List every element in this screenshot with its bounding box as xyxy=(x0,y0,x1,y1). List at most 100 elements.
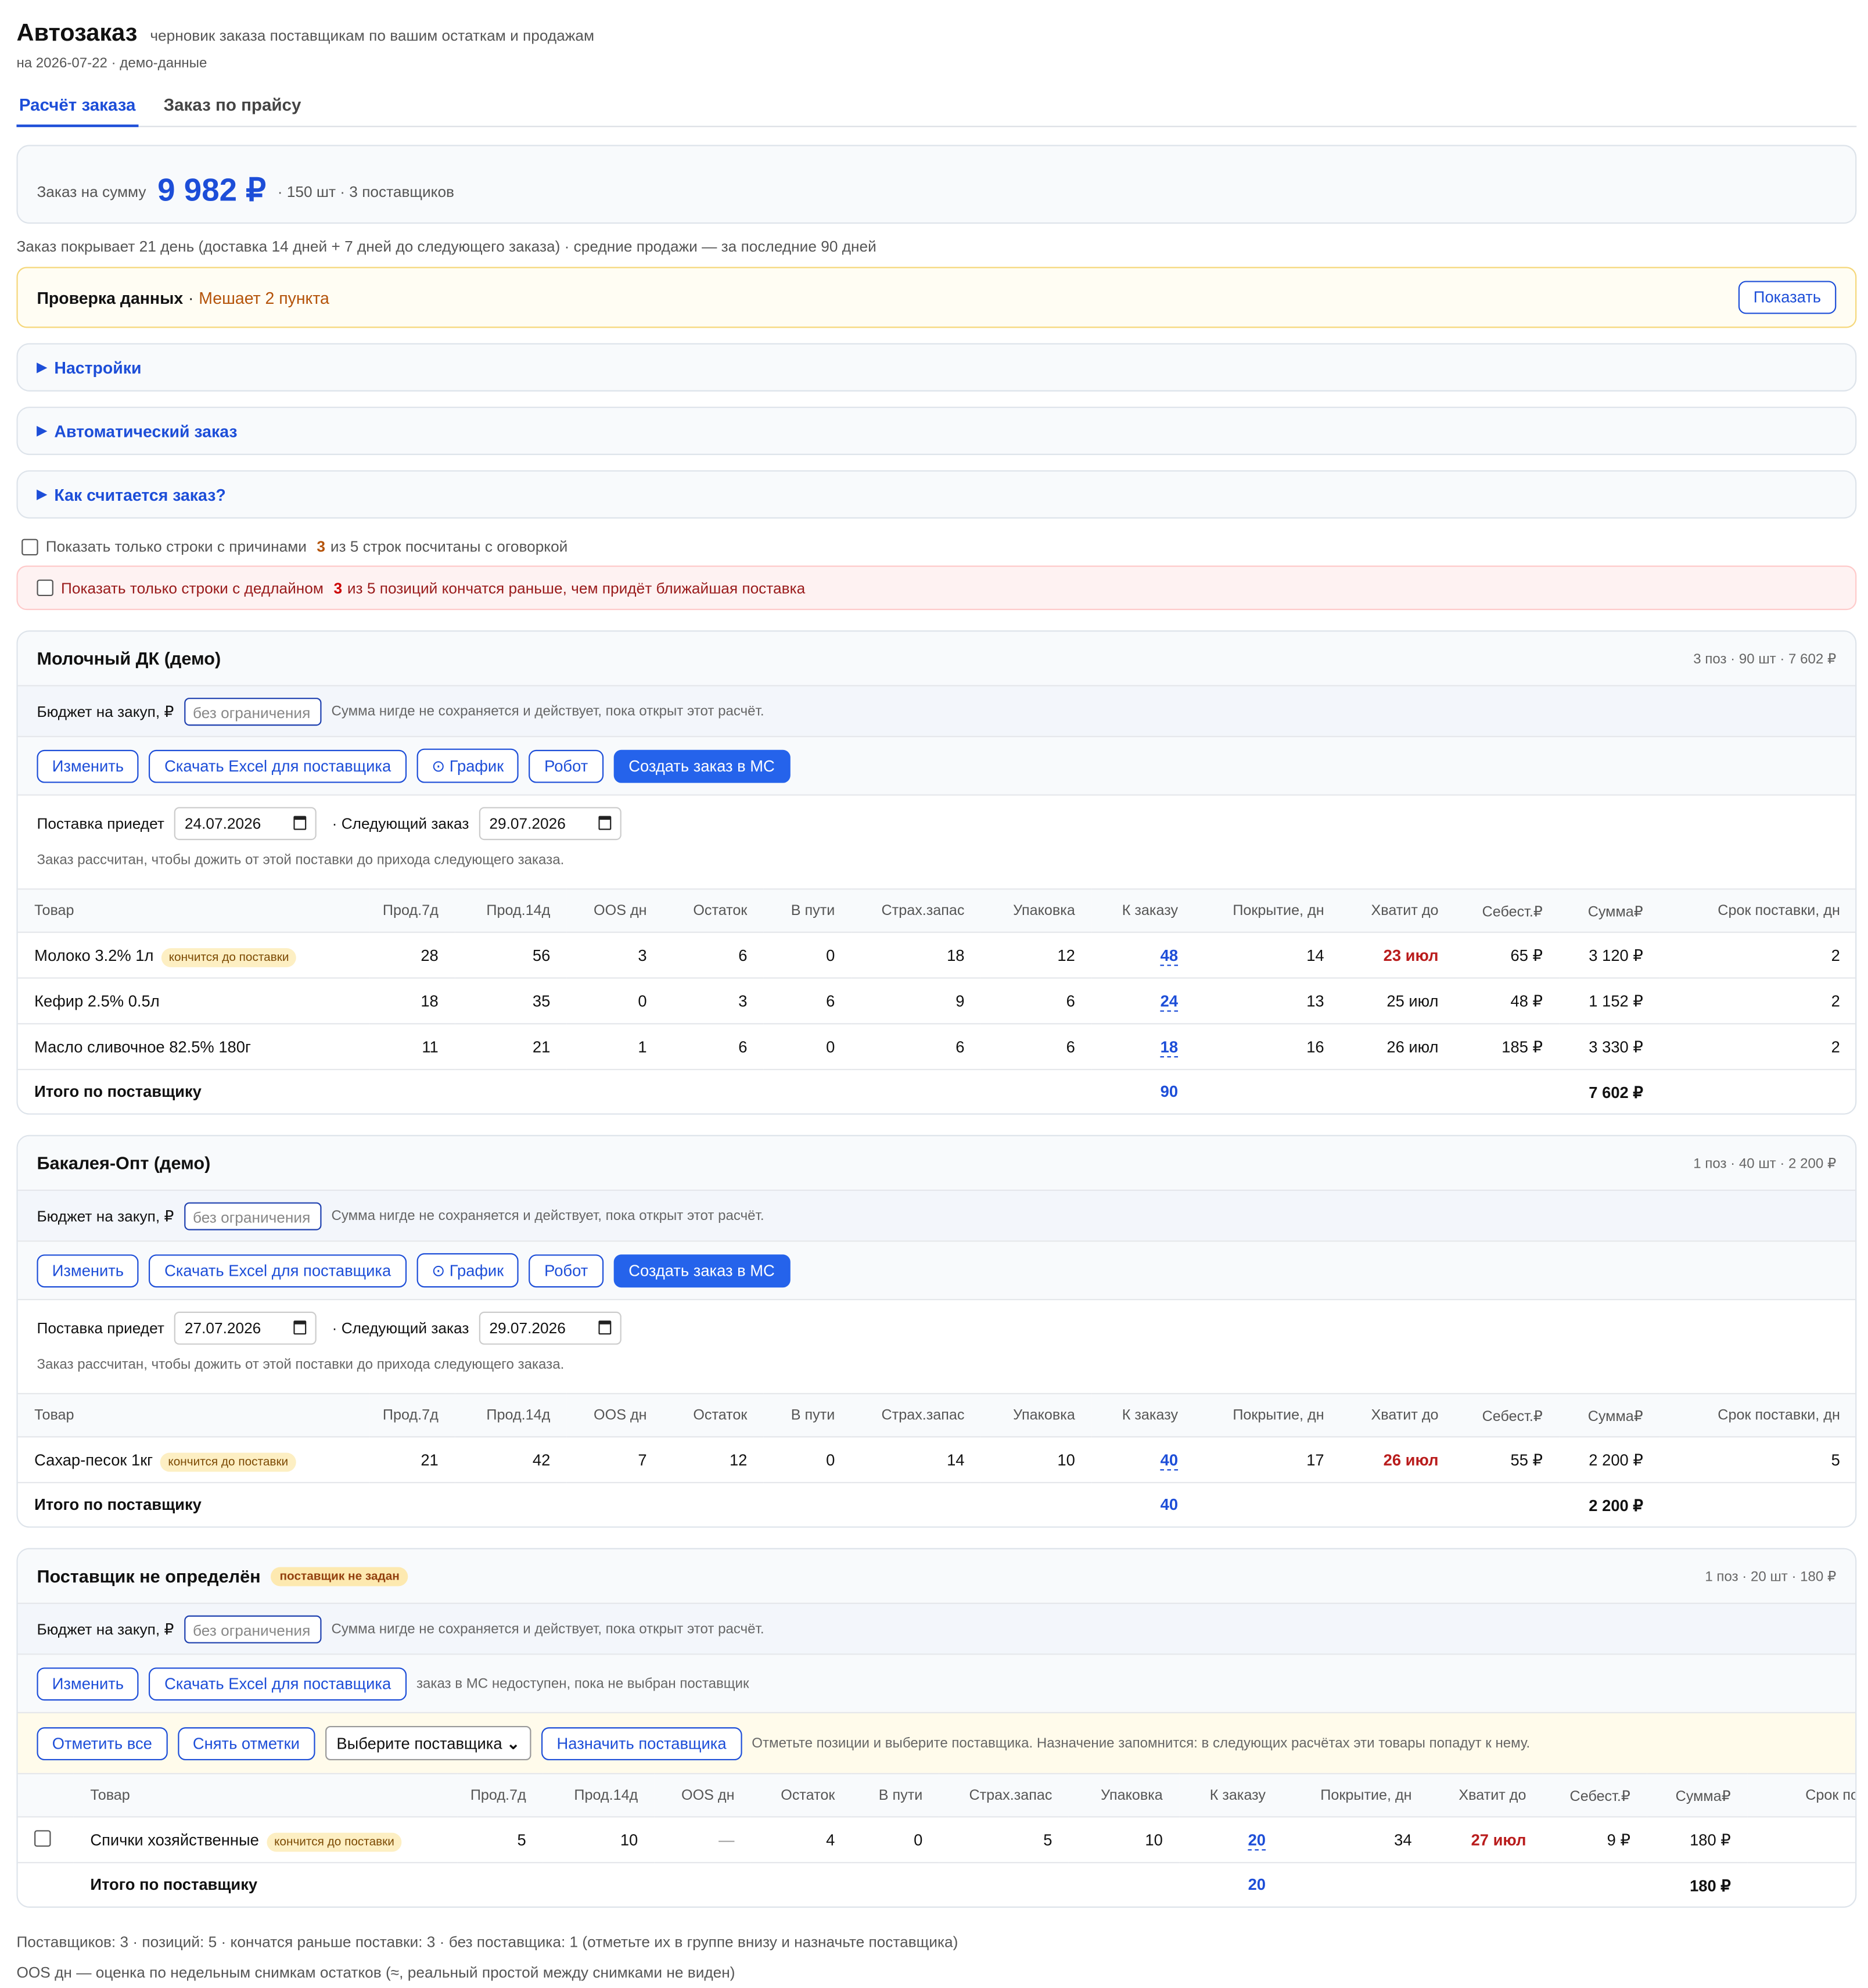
cell: 6 xyxy=(980,977,1092,1024)
collapsible[interactable]: ▶ Как считается заказ? xyxy=(16,470,1857,519)
action-button[interactable]: Скачать Excel для поставщика xyxy=(149,1667,407,1700)
header-cell: Остаток xyxy=(663,1393,764,1437)
mark-all-button[interactable]: Отметить все xyxy=(37,1727,168,1760)
total-row: Итого по поставщику 90 7 602 ₽ xyxy=(17,1068,1856,1114)
cell xyxy=(1194,1068,1341,1114)
cell xyxy=(566,1481,664,1527)
action-button[interactable]: Создать заказ в МС xyxy=(613,1254,791,1287)
tab[interactable]: Заказ по прайсу xyxy=(163,95,301,114)
assign-note: Отметьте позиции и выберите поставщика. … xyxy=(752,1735,1531,1751)
action-button[interactable]: Скачать Excel для поставщика xyxy=(149,749,407,783)
cell: 0 xyxy=(763,1023,852,1070)
group-tag: поставщик не задан xyxy=(271,1566,409,1586)
triangle: ▶ xyxy=(37,424,47,438)
tab[interactable]: Расчёт заказа xyxy=(16,90,138,127)
checkbox[interactable] xyxy=(37,579,53,597)
supplier-group: Бакалея-Опт (демо) 1 поз · 40 шт · 2 200 … xyxy=(16,1135,1857,1528)
cell: 2 xyxy=(1659,1023,1856,1070)
coverage-note: Заказ покрывает 21 день (доставка 14 дне… xyxy=(16,238,876,256)
date-input[interactable]: 27.07.2026 xyxy=(174,1311,317,1344)
order-cell: 24 xyxy=(1091,977,1195,1024)
date-input[interactable]: 24.07.2026 xyxy=(174,806,317,840)
product-name: Молоко 3.2% 1л xyxy=(34,946,154,964)
header-cell: К заказу xyxy=(1091,888,1195,932)
order-qty[interactable]: 40 xyxy=(1160,1451,1179,1470)
cell xyxy=(1068,1862,1180,1907)
group-stats: 1 поз · 40 шт · 2 200 ₽ xyxy=(1693,1156,1837,1172)
header-cell: OOS дн xyxy=(566,1393,664,1437)
cell: 6 xyxy=(763,977,852,1024)
budget-input[interactable]: без ограничения xyxy=(184,1201,321,1230)
assign-button[interactable]: Назначить поставщика xyxy=(541,1727,742,1760)
next-label: · Следующий заказ xyxy=(332,814,469,832)
order-qty[interactable]: 48 xyxy=(1160,946,1179,966)
header-cell: Прод.7д xyxy=(369,1393,455,1437)
cell: 56 xyxy=(455,931,567,978)
section-title: Настройки xyxy=(54,357,142,377)
cell xyxy=(1747,1862,1856,1907)
table-header: Товар Прод.7д Прод.14д OOS дн Остаток В пути С… xyxy=(17,1772,1856,1817)
action-button[interactable]: Робот xyxy=(529,749,603,783)
collapsible[interactable]: ▶ Автоматический заказ xyxy=(16,407,1857,455)
header-cell: Упаковка xyxy=(980,1393,1092,1437)
group-name: Поставщик не определён xyxy=(37,1566,261,1587)
action-button[interactable]: Изменить xyxy=(37,1254,139,1287)
order-cell: 18 xyxy=(1091,1023,1195,1070)
collapsible[interactable]: ▶ Настройки xyxy=(16,343,1857,392)
budget-label: Бюджет на закуп, ₽ xyxy=(37,702,174,720)
budget-input[interactable]: без ограничения xyxy=(184,697,321,726)
header-cell: Страх.запас xyxy=(851,1393,981,1437)
next-label: · Следующий заказ xyxy=(332,1318,469,1337)
footer-line: Поставщиков: 3 · позиций: 5 · кончатся р… xyxy=(16,1933,958,1951)
cell: 3 xyxy=(566,931,664,978)
cell: 42 xyxy=(455,1436,567,1483)
cell: 5 xyxy=(457,1816,543,1863)
filter-text: из 5 строк посчитаны с оговоркой xyxy=(330,537,568,556)
unmark-button[interactable]: Снять отметки xyxy=(177,1727,315,1760)
order-qty[interactable]: 20 xyxy=(1248,1831,1266,1850)
budget-input[interactable]: без ограничения xyxy=(184,1614,321,1643)
date-value: 27.07.2026 xyxy=(184,1318,261,1337)
cell: 0 xyxy=(851,1816,939,1863)
checkbox[interactable] xyxy=(21,538,38,555)
supplier-group: Поставщик не определён поставщик не задан… xyxy=(16,1548,1857,1908)
action-button[interactable]: Робот xyxy=(529,1254,603,1287)
total-qty: 20 xyxy=(1179,1862,1283,1907)
total-qty: 40 xyxy=(1091,1481,1195,1527)
header-cell: OOS дн xyxy=(654,1772,751,1817)
cell: 3 120 ₽ xyxy=(1559,931,1660,978)
order-qty[interactable]: 18 xyxy=(1160,1038,1179,1057)
cell: 18 xyxy=(851,931,981,978)
cell xyxy=(1341,1068,1455,1114)
cell: 21 xyxy=(369,1436,455,1483)
order-qty[interactable]: 24 xyxy=(1160,992,1179,1011)
cell: — xyxy=(654,1816,751,1863)
cell xyxy=(939,1862,1069,1907)
action-button[interactable]: ⊙ График xyxy=(416,1253,519,1288)
table-header: Товар Прод.7д Прод.14д OOS дн Остаток В пути С… xyxy=(17,1393,1856,1437)
cell: 12 xyxy=(663,1436,764,1483)
header-cell: OOS дн xyxy=(566,888,664,932)
total-row: Итого по поставщику 40 2 200 ₽ xyxy=(17,1481,1856,1527)
action-button[interactable]: Изменить xyxy=(37,749,139,783)
action-button[interactable]: ⊙ График xyxy=(416,748,519,783)
show-button[interactable]: Показать xyxy=(1738,281,1837,314)
date-input[interactable]: 29.07.2026 xyxy=(479,1311,622,1344)
action-button[interactable]: Создать заказ в МС xyxy=(613,749,791,783)
action-button[interactable]: Изменить xyxy=(37,1667,139,1700)
header-cell: Товар xyxy=(17,1393,370,1437)
product-name: Кефир 2.5% 0.5л xyxy=(34,992,160,1010)
row-checkbox[interactable] xyxy=(34,1829,51,1846)
supplier-select[interactable]: Выберите поставщика xyxy=(325,1725,531,1761)
total-row: Итого по поставщику 20 180 ₽ xyxy=(17,1862,1856,1907)
cell: 0 xyxy=(763,931,852,978)
cell: 9 ₽ xyxy=(1542,1816,1647,1863)
cell: 2 xyxy=(1659,931,1856,978)
filter: Показать только строки с дедлайном 3 из 5 … xyxy=(16,565,1857,611)
table-row: Кефир 2.5% 0.5л 18 35 0 3 6 9 6 24 13 25 июл 48 ₽1 … xyxy=(17,977,1856,1024)
cell xyxy=(369,1068,455,1114)
action-button[interactable]: Скачать Excel для поставщика xyxy=(149,1254,407,1287)
date-input[interactable]: 29.07.2026 xyxy=(479,806,622,840)
